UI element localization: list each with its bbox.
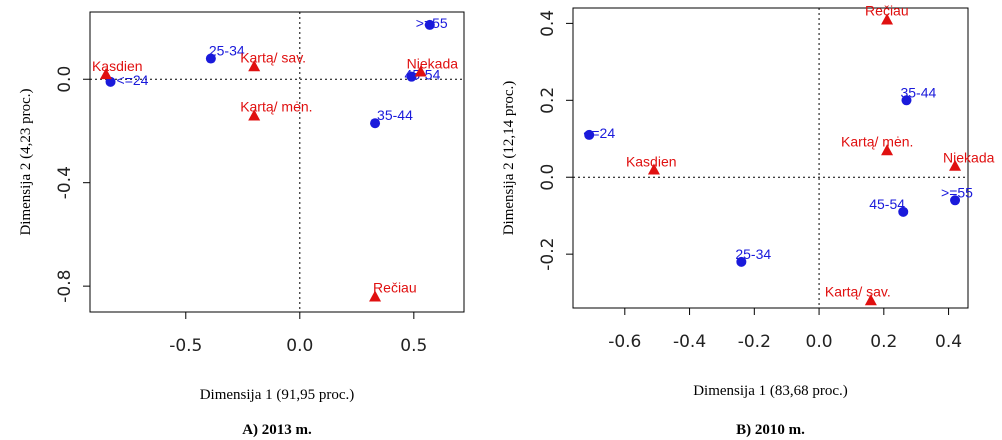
x-tick-label: 0.2	[870, 332, 897, 352]
y-axis-title: Dimensija 2 (4,23 proc.)	[18, 88, 34, 235]
data-label: 25-34	[209, 43, 245, 59]
x-tick-label: -0.2	[738, 332, 771, 352]
x-tick-label: -0.5	[169, 336, 202, 356]
y-tick-label: -0.4	[55, 166, 75, 199]
data-point	[105, 76, 116, 87]
data-point	[647, 163, 660, 175]
plot-frame	[89, 11, 465, 313]
y-axis-title: Dimensija 2 (12,14 proc.)	[501, 81, 517, 236]
data-label: 45-54	[869, 196, 905, 212]
x-tick-label: 0.0	[806, 332, 833, 352]
panel-caption: A) 2013 m.	[242, 422, 312, 438]
y-tick-label: 0.4	[538, 10, 558, 37]
x-tick-label: 0.5	[400, 336, 427, 356]
data-label: Kartą/ sav.	[825, 283, 891, 299]
y-tick-label: -0.2	[538, 238, 558, 271]
data-point	[424, 19, 435, 30]
chart-panel-b: -0.6 -0.4 -0.2 0.0 0.2 0.4 -0.2 0.0 0.2 0.4 Dimens…	[495, 0, 1002, 440]
data-label: Rečiau	[373, 279, 417, 295]
data-label: 25-34	[735, 246, 771, 262]
y-tick-label: -0.8	[55, 270, 75, 303]
data-point	[406, 71, 417, 82]
plot-frame	[572, 7, 969, 309]
data-point	[736, 256, 747, 267]
x-axis-title: Dimensija 1 (83,68 proc.)	[693, 383, 848, 399]
data-label: Kasdien	[626, 154, 677, 170]
data-label: 35-44	[377, 107, 413, 123]
data-label: Kartą/ sav.	[240, 49, 306, 65]
data-label: Niekada	[943, 150, 995, 166]
x-tick-label: 0.0	[286, 336, 313, 356]
scatter-plot-2013: -0.5 0.0 0.5 -0.8 -0.4 0.0 Dimensija 1 (91,95 …	[18, 11, 465, 438]
data-label: 35-44	[900, 84, 936, 100]
scatter-plot-2010: -0.6 -0.4 -0.2 0.0 0.2 0.4 -0.2 0.0 0.2 0.4 Dimens…	[501, 3, 995, 438]
data-label: <=24	[117, 72, 149, 88]
data-point	[248, 109, 261, 121]
data-point	[205, 53, 216, 64]
data-point	[584, 129, 595, 140]
data-point	[881, 144, 894, 156]
data-point	[370, 118, 381, 129]
x-axis-title: Dimensija 1 (91,95 proc.)	[200, 387, 355, 403]
y-tick-label: 0.2	[538, 87, 558, 114]
x-tick-label: -0.4	[673, 332, 706, 352]
data-point	[950, 195, 961, 206]
data-label: >=55	[941, 184, 973, 200]
data-point	[414, 65, 427, 77]
data-point	[881, 13, 894, 25]
data-point	[248, 60, 261, 72]
data-point	[898, 206, 909, 217]
data-label: Rečiau	[865, 3, 909, 19]
data-label: Kasdien	[92, 58, 143, 74]
data-point	[369, 290, 382, 302]
y-tick-label: 0.0	[538, 164, 558, 191]
data-label: <=24	[583, 125, 615, 141]
data-point	[901, 95, 912, 106]
data-point	[949, 159, 962, 171]
chart-panel-a: -0.5 0.0 0.5 -0.8 -0.4 0.0 Dimensija 1 (91,95 …	[0, 0, 490, 440]
data-label: >=55	[416, 15, 448, 31]
data-label: Kartą/ mėn.	[841, 133, 913, 149]
panel-caption: B) 2010 m.	[736, 422, 805, 438]
data-point	[864, 294, 877, 306]
x-tick-label: -0.6	[608, 332, 641, 352]
data-point	[99, 68, 112, 80]
data-label: Niekada	[407, 55, 459, 71]
y-tick-label: 0.0	[55, 66, 75, 93]
x-tick-label: 0.4	[935, 332, 962, 352]
data-label: Kartą/ mėn.	[240, 98, 312, 114]
